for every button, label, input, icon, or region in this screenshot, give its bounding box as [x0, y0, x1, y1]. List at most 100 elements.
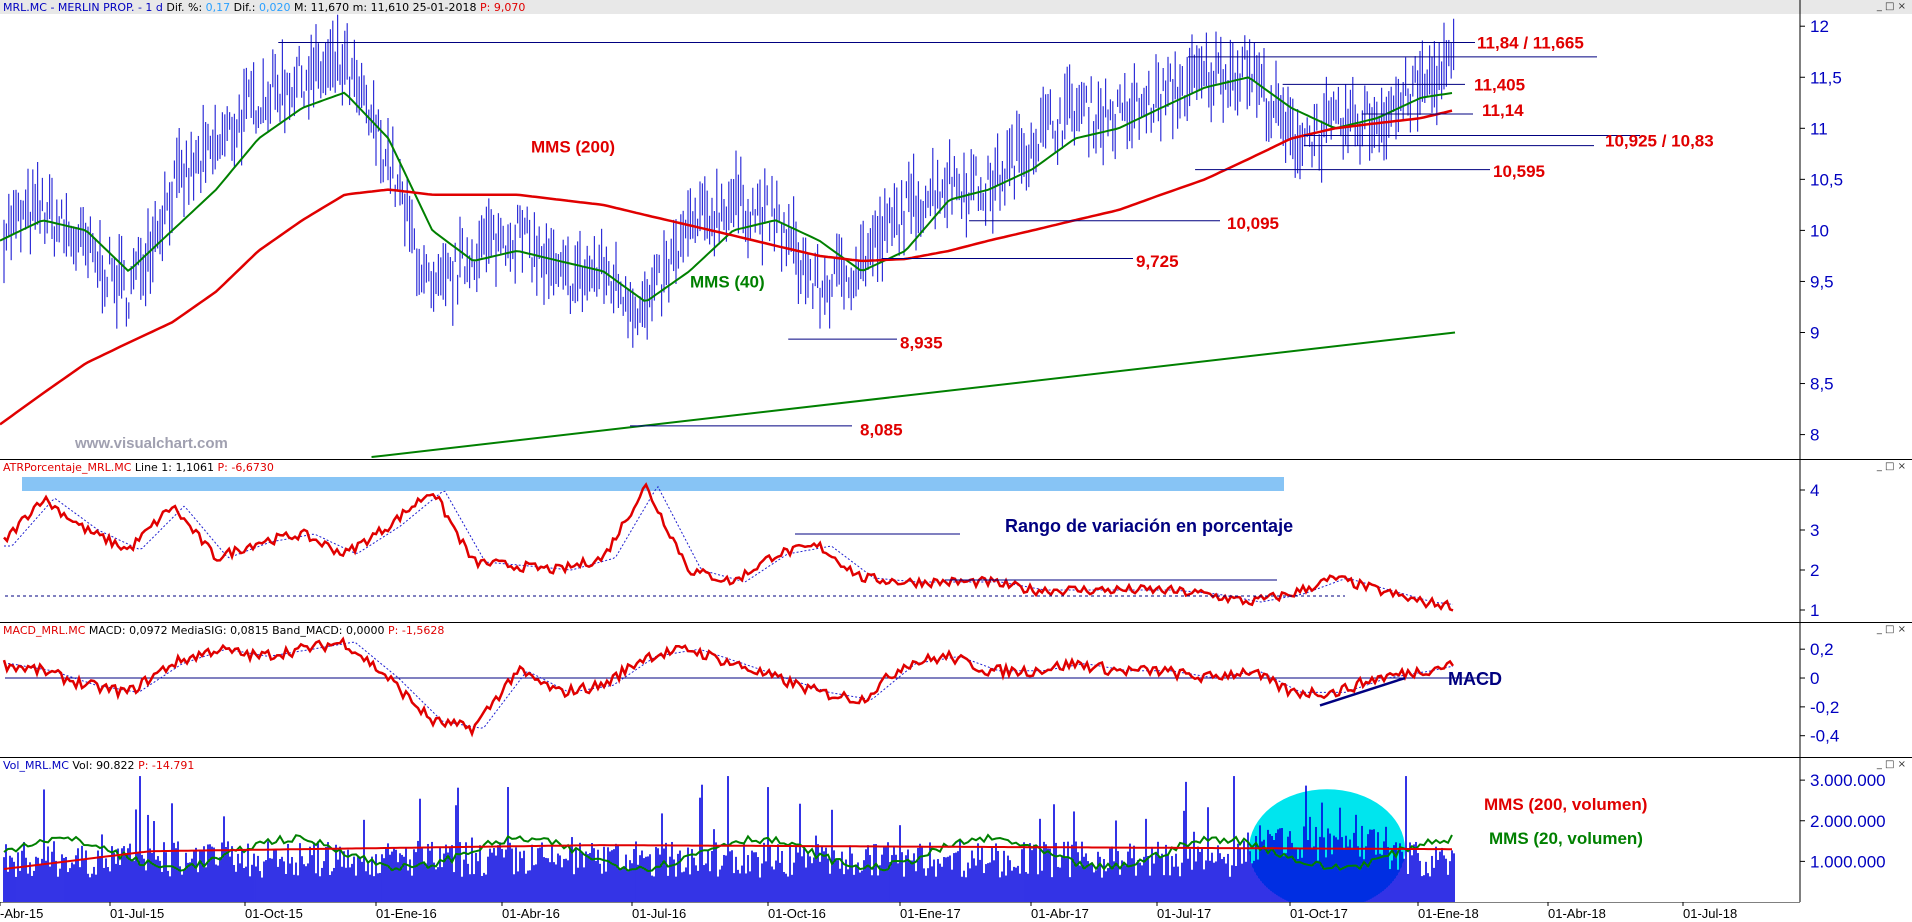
dif-pct-label: Dif. %: — [166, 1, 203, 14]
mms-200-line — [0, 109, 1453, 426]
macd-sig-label: MediaSIG: — [171, 624, 227, 637]
price-y-tick-label: 8 — [1810, 426, 1819, 445]
label-8085: 8,085 — [860, 420, 903, 439]
macd-y-tick-label: -0,2 — [1810, 698, 1839, 717]
macd-trendline — [1319, 676, 1406, 707]
atr-window-buttons[interactable]: _ □ × — [1876, 461, 1906, 472]
interval-label: 1 d — [145, 1, 163, 14]
vol-mms-200-line — [3, 844, 1452, 870]
macd-band-label: Band_MACD: — [272, 624, 343, 637]
max-label: M: — [293, 1, 308, 14]
atr-p-label: P: — [217, 461, 228, 474]
atr-header: ATRPorcentaje_MRL.MC Line 1: 1,1061 P: -… — [3, 461, 274, 474]
price-y-tick-label: 11 — [1810, 119, 1828, 138]
trendline — [371, 331, 1456, 459]
x-tick-label: -Abr-15 — [0, 906, 43, 921]
x-tick-label: 01-Abr-18 — [1548, 906, 1606, 921]
macd-label: MACD: — [88, 624, 126, 637]
vol-y-tick-label: 1.000.000 — [1810, 852, 1886, 871]
label-mms-40: MMS (40) — [690, 272, 765, 291]
macd-p-label: P: — [388, 624, 399, 637]
macd-y-tick-label: 0 — [1810, 669, 1819, 688]
label-10095: 10,095 — [1227, 214, 1279, 233]
atr-y-tick-label: 4 — [1810, 481, 1819, 500]
macd-annotation: MACD — [1448, 669, 1502, 689]
p-value: 9,070 — [493, 1, 526, 14]
x-tick-label: 01-Oct-15 — [245, 906, 303, 921]
atr-range-band — [22, 477, 1284, 491]
atr-signal-line — [4, 485, 1454, 605]
vol-mms-20-label: MMS (20, volumen) — [1489, 829, 1643, 848]
p-label: P: — [480, 1, 491, 14]
watermark: www.visualchart.com — [74, 435, 228, 452]
x-tick-label: 01-Jul-15 — [110, 906, 164, 921]
mms-40-line — [0, 76, 1453, 302]
x-axis: -Abr-15 01-Jul-15 01-Oct-15 01-Ene-16 01-Abr… — [0, 902, 1800, 921]
vol-p-value: -14.791 — [151, 759, 195, 772]
macd-sig-value: 0,0815 — [230, 624, 269, 637]
atr-line — [3, 482, 1454, 612]
min-label: m: — [352, 1, 368, 14]
price-y-tick-label: 12 — [1810, 17, 1829, 36]
price-bars — [3, 14, 1455, 348]
macd-value: 0,0972 — [129, 624, 168, 637]
macd-p-value: -1,5628 — [401, 624, 445, 637]
macd-name: MACD_MRL.MC — [3, 624, 86, 637]
atr-p-value: -6,6730 — [231, 461, 274, 474]
macd-y-tick-label: -0,4 — [1810, 727, 1839, 746]
dif-label: Dif.: — [233, 1, 256, 14]
atr-annotation: Rango de variación en porcentaje — [1005, 516, 1293, 536]
vol-p-label: P: — [138, 759, 149, 772]
atr-line-label: Line 1: — [134, 461, 173, 474]
label-11405: 11,405 — [1474, 75, 1525, 94]
macd-chart: 0,2 0 -0,2 -0,4 MACD — [2, 623, 1839, 757]
x-tick-label: 01-Abr-17 — [1031, 906, 1089, 921]
macd-signal-line — [4, 641, 1454, 729]
price-y-tick-label: 8,5 — [1810, 375, 1834, 394]
price-header: MRL.MC - MERLIN PROP. - 1 d Dif. %: 0,17… — [3, 1, 526, 14]
vol-name: Vol_MRL.MC — [3, 759, 69, 772]
x-tick-label: 01-Ene-16 — [376, 906, 437, 921]
macd-y-tick-label: 0,2 — [1810, 640, 1834, 659]
price-y-tick-label: 10 — [1810, 221, 1829, 240]
label-10925-1083: 10,925 / 10,83 — [1605, 132, 1714, 151]
price-window-buttons[interactable]: _ □ × — [1876, 1, 1906, 12]
x-tick-label: 01-Ene-18 — [1418, 906, 1479, 921]
max-value: 11,670 — [310, 1, 350, 14]
label-mms-200: MMS (200) — [531, 138, 615, 157]
vol-window-buttons[interactable]: _ □ × — [1876, 759, 1906, 770]
label-9725: 9,725 — [1136, 252, 1179, 271]
dif-pct-value: 0,17 — [205, 1, 231, 14]
atr-line-value: 1,1061 — [175, 461, 215, 474]
atr-y-tick-label: 3 — [1810, 521, 1819, 540]
atr-y-tick-label: 1 — [1810, 601, 1819, 620]
symbol-label: MRL.MC — [3, 1, 47, 14]
label-1114: 11,14 — [1482, 101, 1524, 120]
macd-line — [2, 636, 1455, 738]
macd-window-buttons[interactable]: _ □ × — [1876, 624, 1906, 635]
price-panel[interactable]: MRL.MC - MERLIN PROP. - 1 d Dif. %: 0,17… — [0, 0, 1912, 460]
x-tick-label: 01-Jul-16 — [632, 906, 686, 921]
vol-y-tick-label: 3.000.000 — [1810, 771, 1886, 790]
date-value: 25-01-2018 — [412, 1, 477, 14]
vol-mms-200-label: MMS (200, volumen) — [1484, 795, 1647, 814]
label-1184-11665: 11,84 / 11,665 — [1477, 34, 1584, 53]
vol-header: Vol_MRL.MC Vol: 90.822 P: -14.791 — [3, 759, 194, 772]
label-8935: 8,935 — [900, 334, 943, 353]
x-tick-label: 01-Jul-17 — [1157, 906, 1211, 921]
x-tick-label: 01-Oct-17 — [1290, 906, 1348, 921]
volume-chart: 3.000.000 2.000.000 1.000.000 MMS (200, vol… — [3, 758, 1886, 902]
price-y-tick-label: 9,5 — [1810, 272, 1834, 291]
volume-panel[interactable]: Vol_MRL.MC Vol: 90.822 P: -14.791 _ □ × … — [0, 758, 1912, 902]
atr-panel[interactable]: ATRPorcentaje_MRL.MC Line 1: 1,1061 P: -… — [0, 460, 1912, 623]
macd-panel[interactable]: MACD_MRL.MC MACD: 0,0972 MediaSIG: 0,081… — [0, 623, 1912, 758]
label-10595: 10,595 — [1493, 162, 1545, 181]
vol-label: Vol: — [72, 759, 93, 772]
dif-value: 0,020 — [258, 1, 291, 14]
vol-value: 90.822 — [96, 759, 135, 772]
x-tick-label: 01-Oct-16 — [768, 906, 826, 921]
price-y-tick-label: 10,5 — [1810, 170, 1843, 189]
price-header-bar — [0, 0, 1912, 14]
x-tick-label: 01-Abr-16 — [502, 906, 560, 921]
price-chart: 12 11,5 11 10,5 10 9,5 9 8,5 8 www.visualchart.co… — [0, 0, 1843, 459]
